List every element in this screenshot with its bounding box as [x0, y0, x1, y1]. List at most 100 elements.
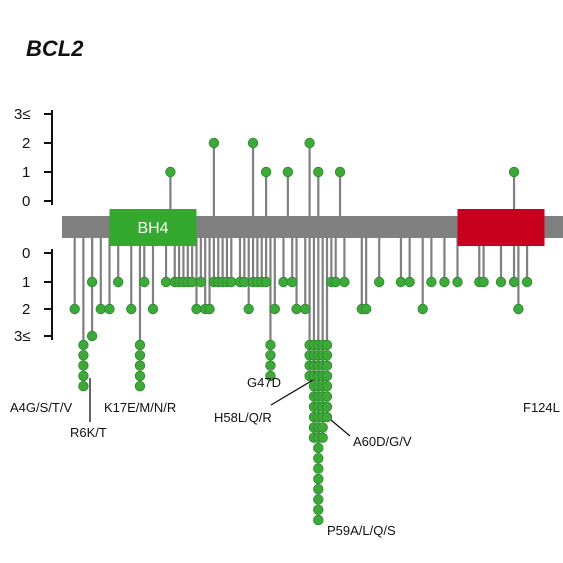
bottom-mutation-dot	[300, 303, 311, 315]
bottom-mutation-dot	[195, 276, 207, 288]
top-mutation-dot	[247, 137, 259, 149]
top-tick-label: 2	[22, 135, 30, 152]
top-count-axis: 3≤ 2 1 0	[14, 106, 53, 210]
bottom-mutation-dot	[313, 453, 324, 464]
bottom-tick-label: 0	[22, 245, 30, 262]
bottom-mutation-dot	[134, 381, 146, 392]
bottom-mutation-dot	[147, 303, 159, 315]
bottom-mutation-dot	[265, 370, 276, 382]
top-mutation-dot	[282, 166, 294, 178]
bottom-mutation-dot	[521, 276, 533, 288]
bottom-tick-label: 3≤	[14, 328, 31, 345]
top-mutation-dot	[334, 166, 346, 178]
top-mutation-dot	[260, 166, 272, 178]
bottom-mutation-dot	[513, 303, 524, 315]
bottom-mutation-dot	[321, 401, 333, 413]
mutation-label-k17: K17E/M/N/R	[104, 400, 176, 415]
bottom-mutation-dot	[204, 303, 215, 315]
bottom-mutation-dot	[321, 381, 333, 392]
bottom-mutation-dot	[374, 276, 385, 288]
bottom-mutation-dot	[313, 494, 324, 505]
mutation-label-a4: A4G/S/T/V	[10, 400, 72, 415]
bottom-mutation-dot	[321, 360, 333, 371]
domain-label-BH4: BH4	[137, 220, 168, 237]
bottom-mutation-dot	[452, 276, 463, 288]
bottom-mutation-dot	[134, 370, 146, 382]
label-leader-h58	[270, 379, 314, 406]
bottom-mutation-dot	[260, 276, 272, 288]
bottom-mutation-dot	[360, 303, 372, 315]
bottom-mutation-dot	[439, 276, 450, 288]
bottom-mutation-dot	[78, 381, 89, 392]
bottom-mutation-dot	[287, 276, 298, 288]
bottom-mutation-dot	[69, 303, 80, 315]
domains-layer: BH4	[109, 209, 545, 246]
bottom-mutation-dot	[191, 303, 202, 315]
bottom-mutation-dot	[313, 484, 324, 495]
bottom-mutation-dot	[160, 276, 172, 288]
bottom-mutation-dot	[134, 360, 146, 371]
bottom-mutation-dot	[78, 360, 89, 371]
bottom-mutation-dot	[321, 391, 333, 402]
bottom-mutation-dot	[321, 339, 333, 351]
gene-title: BCL2	[26, 36, 84, 61]
mutation-label-p59: P59A/L/Q/S	[327, 523, 396, 538]
bottom-mutation-dot	[321, 370, 333, 382]
bottom-mutation-dot	[313, 442, 324, 454]
bottom-mutation-dot	[330, 276, 341, 288]
bottom-mutation-dot	[313, 473, 324, 485]
bottom-mutation-dot	[495, 276, 507, 288]
bottom-mutation-dot	[186, 276, 198, 288]
bottom-mutation-dot	[265, 360, 276, 371]
bottom-mutation-dot	[395, 276, 407, 288]
bottom-mutation-dot	[417, 303, 428, 315]
bottom-mutation-dot	[313, 504, 324, 516]
top-mutation-dot	[165, 166, 176, 178]
bottom-mutation-dot	[134, 350, 146, 361]
bottom-tick-label: 2	[22, 301, 30, 318]
bottom-mutation-dot	[239, 276, 250, 288]
top-tick-label: 1	[22, 164, 30, 181]
bottom-mutation-dot	[478, 276, 489, 288]
mutation-label-g47: G47D	[247, 375, 281, 390]
bottom-mutation-dot	[86, 330, 98, 342]
bottom-mutation-dot	[78, 370, 89, 382]
bottom-mutation-dot	[265, 339, 276, 351]
top-tick-label: 3≤	[14, 106, 31, 123]
bottom-mutation-dot	[265, 350, 276, 361]
dots-layer	[69, 137, 533, 526]
bottom-tick-label: 1	[22, 274, 30, 291]
mutation-label-h58: H58L/Q/R	[214, 410, 272, 425]
bottom-mutation-dot	[226, 276, 237, 288]
bottom-mutation-dot	[404, 276, 415, 288]
bottom-mutation-dot	[243, 303, 254, 315]
bottom-mutation-dot	[313, 463, 324, 474]
bottom-mutation-dot	[104, 303, 115, 315]
annotations: A4G/S/T/V R6K/T K17E/M/N/R G47D H58L/Q/R…	[10, 375, 560, 538]
bottom-mutation-dot	[508, 276, 520, 288]
bottom-mutation-dot	[278, 276, 289, 288]
bottom-count-axis: 0 1 2 3≤	[14, 245, 53, 345]
top-mutation-dot	[508, 166, 520, 178]
bottom-mutation-dot	[112, 276, 124, 288]
top-tick-label: 0	[22, 193, 30, 210]
bottom-mutation-dot	[139, 276, 150, 288]
bottom-mutation-dot	[313, 514, 324, 526]
bottom-mutation-dot	[78, 350, 89, 361]
domain-BH4	[109, 209, 197, 246]
bottom-mutation-dot	[78, 339, 89, 351]
bottom-mutation-dot	[321, 411, 333, 423]
top-mutation-dot	[304, 137, 315, 149]
bottom-mutation-dot	[269, 303, 281, 315]
bottom-mutation-dot	[95, 303, 107, 315]
mutation-label-r6: R6K/T	[70, 425, 107, 440]
top-mutation-dot	[313, 166, 324, 178]
bottom-mutation-dot	[339, 276, 350, 288]
mutation-label-f124: F124L	[523, 400, 560, 415]
top-mutation-dot	[208, 137, 220, 149]
bottom-mutation-dot	[134, 339, 146, 351]
stems-layer	[73, 143, 529, 345]
label-leader-a60	[330, 419, 351, 437]
bottom-mutation-dot	[321, 350, 333, 361]
